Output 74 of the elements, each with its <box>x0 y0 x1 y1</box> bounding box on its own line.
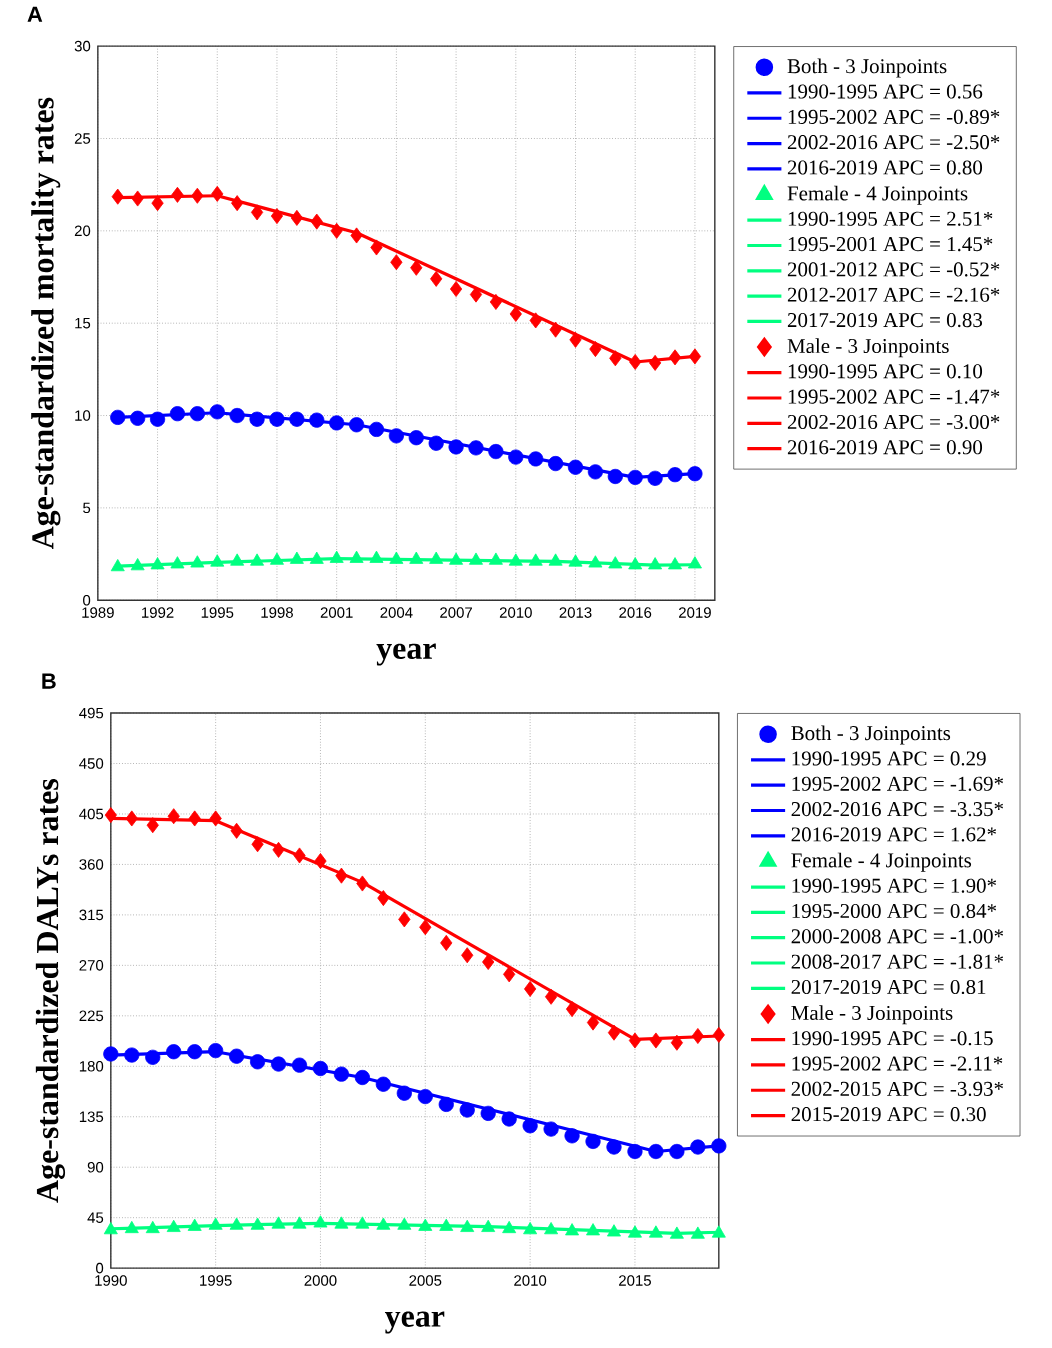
y-tick-label: 20 <box>74 225 91 237</box>
legend-label: Female - 4 Joinpoints <box>787 185 968 205</box>
y-tick-label: 315 <box>79 909 104 921</box>
x-tick-label: 2010 <box>514 1275 547 1286</box>
chart-title: A <box>27 6 43 22</box>
y-tick-label: 135 <box>79 1111 104 1123</box>
x-tick-label: 1995 <box>199 1275 232 1286</box>
x-tick-label: 2016 <box>619 607 652 618</box>
legend-label: 2016-2019 APC = 1.62* <box>791 827 996 842</box>
x-tick-label: 2001 <box>320 607 353 618</box>
x-tick-label: 1995 <box>201 607 234 618</box>
legend-label: Male - 3 Joinpoints <box>787 338 949 358</box>
y-tick-label: 25 <box>74 133 91 144</box>
y-tick-label: 15 <box>75 317 91 329</box>
x-tick-label: 1990 <box>95 1275 127 1286</box>
y-tick-label: 270 <box>79 960 104 971</box>
y-tick-label: 360 <box>79 859 104 870</box>
y-axis-title: Age-standardized mortality rates <box>31 97 61 550</box>
legend-label: 2008-2017 APC = -1.81* <box>791 954 1003 969</box>
legend-label: 1990-1995 APC = 0.29 <box>792 751 986 766</box>
legend-label: 2016-2019 APC = 0.80 <box>787 160 982 175</box>
legend-label: 1995-2002 APC = -0.89* <box>788 109 1000 125</box>
y-tick-label: 5 <box>82 502 91 514</box>
legend-label: 1990-1995 APC = 0.10 <box>788 364 982 379</box>
x-tick-label: 2004 <box>380 607 413 618</box>
y-tick-label: 30 <box>74 40 91 52</box>
legend-label: 2016-2019 APC = 0.90 <box>787 440 982 455</box>
y-tick-label: 90 <box>87 1161 104 1173</box>
y-axis-title: Age-standardized DALYs rates <box>35 779 65 1203</box>
legend-label: 1995-2002 APC = -1.69* <box>792 776 1003 791</box>
legend-label: Both - 3 Joinpoints <box>787 58 947 78</box>
legend-label: 1995-2000 APC = 0.84* <box>792 903 996 919</box>
legend-label: 2002-2015 APC = -3.93* <box>791 1081 1003 1097</box>
x-tick-label: 2015 <box>618 1275 651 1286</box>
legend-label: 1995-2002 APC = -1.47* <box>788 389 1000 404</box>
x-tick-label: 2019 <box>678 607 711 618</box>
legend-label: 1990-1995 APC = 2.51* <box>788 211 993 226</box>
chart-title: B <box>42 673 56 689</box>
legend-label: 2001-2012 APC = -0.52* <box>787 262 1000 277</box>
legend-label: 1995-2001 APC = 1.45* <box>788 237 993 252</box>
legend-label: Female - 4 Joinpoints <box>791 852 971 872</box>
y-tick-label: 0 <box>95 1262 104 1274</box>
x-axis-title: year <box>384 1311 445 1334</box>
legend-label: 1990-1995 APC = 0.56 <box>788 84 983 99</box>
legend-label: 2002-2016 APC = -2.50* <box>787 135 1000 150</box>
y-tick-label: 495 <box>78 707 104 719</box>
x-tick-label: 2005 <box>409 1275 442 1286</box>
legend-label: Male - 3 Joinpoints <box>791 1005 953 1025</box>
legend-label: 2002-2016 APC = -3.35* <box>791 802 1003 817</box>
legend-label: 1990-1995 APC = 1.90* <box>792 878 996 893</box>
x-tick-label: 2013 <box>559 607 592 618</box>
y-tick-label: 405 <box>78 808 104 820</box>
x-tick-label: 1992 <box>141 607 174 618</box>
legend-label: 2017-2019 APC = 0.83 <box>787 312 982 328</box>
x-tick-label: 2010 <box>499 607 532 618</box>
legend-label: 2000-2008 APC = -1.00* <box>791 929 1003 944</box>
y-tick-label: 225 <box>79 1010 104 1022</box>
legend-label: 2002-2016 APC = -3.00* <box>787 414 1000 430</box>
x-tick-label: 1989 <box>82 607 114 618</box>
legend-label: 2012-2017 APC = -2.16* <box>787 287 1000 302</box>
x-tick-label: 2007 <box>440 607 472 618</box>
legend-label: Both - 3 Joinpoints <box>791 725 950 745</box>
y-tick-label: 450 <box>78 758 104 769</box>
legend-label: 2017-2019 APC = 0.81 <box>791 979 986 995</box>
y-tick-label: 10 <box>75 410 91 421</box>
legend-label: 2015-2019 APC = 0.30 <box>791 1107 986 1122</box>
x-axis-title: year <box>376 643 436 666</box>
x-tick-label: 2000 <box>304 1275 337 1286</box>
legend-label: 1990-1995 APC = -0.15 <box>792 1031 993 1046</box>
y-tick-label: 0 <box>82 594 91 606</box>
y-tick-label: 180 <box>79 1060 104 1072</box>
y-tick-label: 45 <box>87 1212 104 1223</box>
x-tick-label: 1998 <box>261 607 293 618</box>
legend-label: 1995-2002 APC = -2.11* <box>792 1056 1003 1071</box>
